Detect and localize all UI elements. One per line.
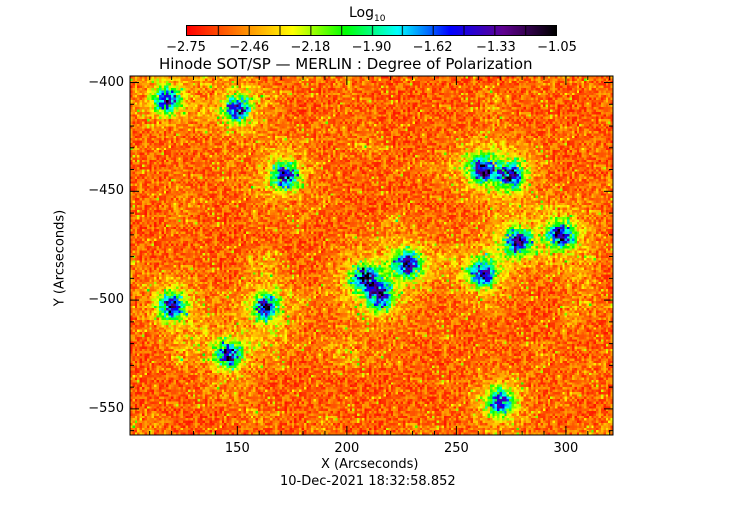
colorbar-tick-label: −1.90 xyxy=(351,40,392,55)
polarization-heatmap xyxy=(130,76,613,435)
x-axis-label: X (Arcseconds) xyxy=(321,457,419,472)
colorbar-tick-label: −2.75 xyxy=(166,40,206,55)
timestamp: 10-Dec-2021 18:32:58.852 xyxy=(280,474,456,489)
y-axis-label: Y (Arcseconds) xyxy=(52,209,68,307)
y-tick-label: −500 xyxy=(88,292,124,308)
colorbar-tick-label: −1.05 xyxy=(537,40,577,55)
y-tick-label: −450 xyxy=(88,183,124,199)
colorbar-tick-label: −2.18 xyxy=(290,40,331,55)
plot-frame xyxy=(129,75,614,436)
x-tick-label: 300 xyxy=(553,441,579,456)
colorbar xyxy=(186,25,557,36)
y-tick-label: −400 xyxy=(88,74,124,90)
x-tick-label: 250 xyxy=(443,441,469,456)
colorbar-tick-label: −2.46 xyxy=(229,40,270,55)
chart-title: Hinode SOT/SP — MERLIN : Degree of Polar… xyxy=(159,55,533,73)
x-tick-label: 150 xyxy=(224,441,250,456)
y-tick-label: −550 xyxy=(88,400,124,416)
colorbar-tick-label: −1.33 xyxy=(475,40,516,55)
x-tick-label: 200 xyxy=(334,441,360,456)
colorbar-label: Log10 xyxy=(349,5,386,24)
colorbar-tick-label: −1.62 xyxy=(412,40,453,55)
